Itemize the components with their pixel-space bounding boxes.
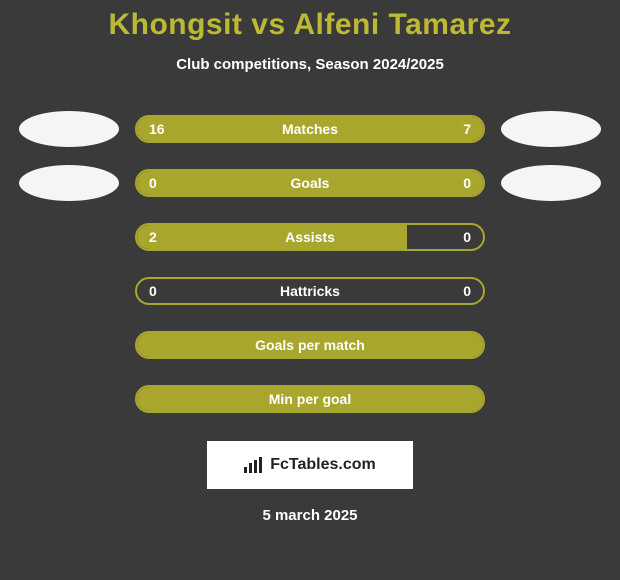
stat-bar: Min per goal (135, 385, 485, 413)
stat-label: Matches (282, 121, 338, 137)
stat-value-left: 2 (149, 229, 157, 245)
stat-row: Matches 16 7 (0, 111, 620, 147)
stat-bar: Hattricks 0 0 (135, 277, 485, 305)
stat-bar: Goals 0 0 (135, 169, 485, 197)
chart-icon (244, 457, 264, 473)
player-avatar-left (19, 111, 119, 147)
player-avatar-right (501, 111, 601, 147)
stats-list: Matches167Goals00Assists20Hattricks00Goa… (0, 111, 620, 435)
stat-value-right: 0 (463, 283, 471, 299)
stat-label: Goals (291, 175, 330, 191)
stat-bar: Goals per match (135, 331, 485, 359)
comparison-card: Khongsit vs Alfeni Tamarez Club competit… (0, 0, 620, 524)
stat-row: Min per goal (0, 381, 620, 417)
stat-bar: Matches 16 7 (135, 115, 485, 143)
stat-row: Hattricks 0 0 (0, 273, 620, 309)
stat-label: Goals per match (255, 337, 365, 353)
player-avatar-right (501, 165, 601, 201)
logo-text: FcTables.com (270, 456, 376, 474)
bar-fill-left (137, 225, 407, 249)
stat-label: Min per goal (269, 391, 351, 407)
page-subtitle: Club competitions, Season 2024/2025 (176, 56, 444, 73)
stat-value-right: 0 (463, 229, 471, 245)
stat-value-left: 0 (149, 283, 157, 299)
page-title: Khongsit vs Alfeni Tamarez (108, 8, 511, 42)
stat-value-left: 0 (149, 175, 157, 191)
stat-bar: Assists 2 0 (135, 223, 485, 251)
date-label: 5 march 2025 (262, 507, 357, 524)
stat-value-right: 7 (463, 121, 471, 137)
player-avatar-left (19, 165, 119, 201)
stat-value-left: 16 (149, 121, 165, 137)
stat-row: Assists 2 0 (0, 219, 620, 255)
logo-box[interactable]: FcTables.com (207, 441, 413, 489)
stat-value-right: 0 (463, 175, 471, 191)
stat-label: Hattricks (280, 283, 340, 299)
bar-fill-left (137, 117, 379, 141)
stat-label: Assists (285, 229, 335, 245)
stat-row: Goals 0 0 (0, 165, 620, 201)
stat-row: Goals per match (0, 327, 620, 363)
